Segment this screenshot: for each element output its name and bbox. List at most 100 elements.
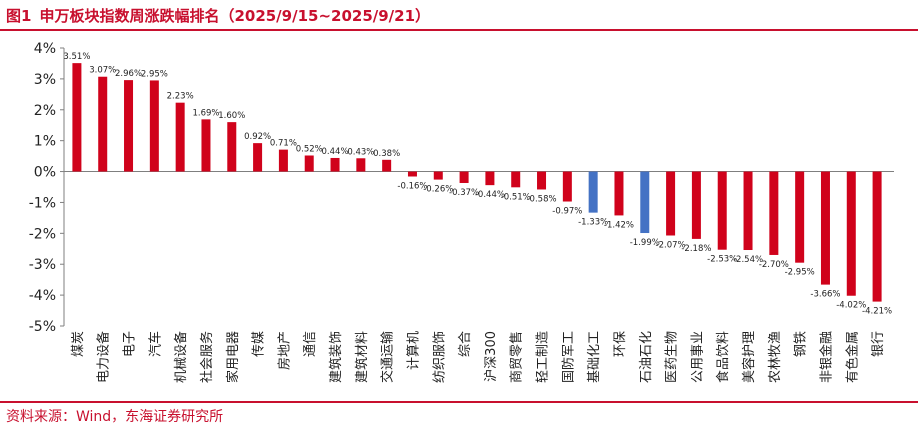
x-tick-label-综合: 综合 (458, 331, 473, 357)
data-label-农林牧渔: -2.70% (759, 260, 789, 270)
bar-食品饮料 (717, 171, 727, 250)
x-tick-label-石油石化: 石油石化 (639, 331, 654, 383)
bar-有色金属 (846, 171, 856, 296)
x-axis-labels: 煤炭 电力设备 电子 汽车 机械设备 社会服务 家用电器 传媒 房地产 通信 建筑装饰 建筑材料 交通运… (71, 331, 886, 383)
x-tick-label-食品饮料: 食品饮料 (715, 331, 731, 383)
x-tick-label-有色金属: 有色金属 (844, 331, 860, 383)
data-label-综合: -0.37% (449, 188, 479, 198)
y-tick-label: -5% (29, 319, 56, 335)
bar-计算机 (407, 171, 417, 177)
figure-number: 图1 (6, 7, 32, 25)
data-label-非银金融: -3.66% (810, 290, 840, 300)
bar-纺织服饰 (433, 171, 443, 180)
data-label-轻工制造: -0.58% (526, 194, 556, 204)
bar-医药生物 (666, 171, 676, 236)
data-label-房地产: 0.71% (270, 139, 297, 149)
bar-轻工制造 (537, 171, 547, 190)
x-tick-label-家用电器: 家用电器 (225, 331, 241, 383)
data-label-电力设备: 3.07% (89, 66, 116, 76)
bar-建筑材料 (356, 158, 366, 172)
x-tick-label-基础化工: 基础化工 (587, 331, 602, 383)
figure-title: 图1 申万板块指数周涨跌幅排名（2025/9/15~2025/9/21） (6, 5, 438, 26)
y-tick-label: 2% (34, 103, 56, 119)
x-tick-label-通信: 通信 (303, 331, 318, 357)
data-label-石油石化: -1.99% (630, 238, 660, 248)
bars (72, 63, 882, 302)
data-label-通信: 0.52% (296, 144, 323, 154)
data-label-煤炭: 3.51% (63, 52, 90, 62)
data-label-钢铁: -2.95% (785, 268, 815, 278)
figure-title-text: 申万板块指数周涨跌幅排名（2025/9/15~2025/9/21） (39, 7, 431, 25)
bar-煤炭 (72, 63, 82, 172)
data-label-美容护理: -2.54% (733, 255, 763, 265)
bar-社会服务 (201, 119, 211, 172)
bar-非银金融 (820, 171, 830, 285)
x-tick-label-沪深300: 沪深300 (483, 331, 499, 382)
x-tick-label-银行: 银行 (871, 331, 886, 357)
x-tick-label-建筑材料: 建筑材料 (354, 331, 370, 383)
bar-美容护理 (743, 171, 753, 251)
x-tick-label-商贸零售: 商贸零售 (509, 331, 525, 383)
x-tick-label-农林牧渔: 农林牧渔 (768, 331, 783, 383)
data-label-沪深300: -0.44% (475, 190, 505, 200)
data-label-公用事业: -2.18% (681, 244, 711, 254)
bar-国防军工 (562, 171, 572, 202)
bar-房地产 (278, 149, 288, 172)
x-tick-label-社会服务: 社会服务 (199, 331, 215, 383)
data-label-纺织服饰: -0.26% (423, 185, 453, 195)
y-tick-label: 1% (34, 134, 56, 150)
bar-传媒 (253, 143, 263, 172)
bar-公用事业 (691, 171, 701, 239)
bar-环保 (614, 171, 624, 216)
x-tick-label-电子: 电子 (123, 331, 138, 357)
data-labels: 3.51% 3.07%2.96%2.95% 2.23% 1.69%1.60% 0.92%… (63, 52, 892, 316)
data-label-有色金属: -4.02% (836, 301, 866, 311)
data-label-计算机: -0.16% (397, 181, 427, 191)
source-note: 资料来源：Wind，东海证券研究所 (6, 409, 224, 425)
x-tick-label-煤炭: 煤炭 (71, 331, 86, 357)
x-tick-label-计算机: 计算机 (406, 331, 421, 370)
data-label-机械设备: 2.23% (167, 92, 194, 102)
x-tick-label-房地产: 房地产 (276, 331, 292, 370)
y-tick-label: 0% (34, 165, 56, 181)
x-tick-label-环保: 环保 (613, 331, 628, 357)
bar-电力设备 (98, 76, 108, 172)
x-tick-label-轻工制造: 轻工制造 (536, 331, 551, 383)
bar-农林牧渔 (769, 171, 779, 255)
x-tick-label-医药生物: 医药生物 (665, 331, 680, 383)
y-tick-label: 3% (34, 72, 56, 88)
bar-基础化工 (588, 171, 598, 213)
y-tick-label: 4% (34, 41, 56, 57)
bar-沪深300 (485, 171, 495, 186)
x-tick-label-交通运输: 交通运输 (380, 331, 396, 383)
data-label-电子: 2.96% (115, 69, 142, 79)
x-tick-label-传媒: 传媒 (252, 331, 267, 357)
data-label-社会服务: 1.69% (192, 108, 219, 118)
x-tick-label-汽车: 汽车 (147, 331, 163, 357)
x-tick-label-公用事业: 公用事业 (690, 331, 705, 383)
data-label-家用电器: 1.60% (218, 111, 245, 121)
bar-家用电器 (227, 122, 237, 172)
bar-钢铁 (795, 171, 805, 263)
x-tick-label-机械设备: 机械设备 (173, 331, 189, 383)
data-label-环保: -1.42% (604, 220, 634, 230)
x-tick-label-美容护理: 美容护理 (741, 331, 757, 383)
bar-通信 (304, 155, 314, 172)
data-label-商贸零售: -0.51% (501, 192, 531, 202)
data-label-食品饮料: -2.53% (707, 255, 737, 265)
data-label-医药生物: -2.07% (656, 240, 686, 250)
x-tick-label-建筑装饰: 建筑装饰 (328, 331, 344, 383)
x-tick-label-纺织服饰: 纺织服饰 (432, 331, 447, 383)
bar-建筑装饰 (330, 157, 340, 172)
y-tick-label: -2% (29, 226, 56, 242)
x-tick-label-钢铁: 钢铁 (794, 331, 809, 357)
bar-电子 (124, 80, 134, 172)
data-label-国防军工: -0.97% (552, 207, 582, 217)
data-label-建筑装饰: 0.44% (322, 147, 349, 157)
bar-银行 (872, 171, 882, 302)
y-tick-label: -3% (29, 257, 56, 273)
x-tick-label-国防军工: 国防军工 (560, 331, 576, 383)
y-tick-label: -1% (29, 195, 56, 211)
bar-汽车 (149, 80, 159, 172)
bar-chart: 4% 3% 2% 1% 0% -1% -2% -3% -4% -5% 3.51% 3.07%2.96… (29, 41, 894, 383)
